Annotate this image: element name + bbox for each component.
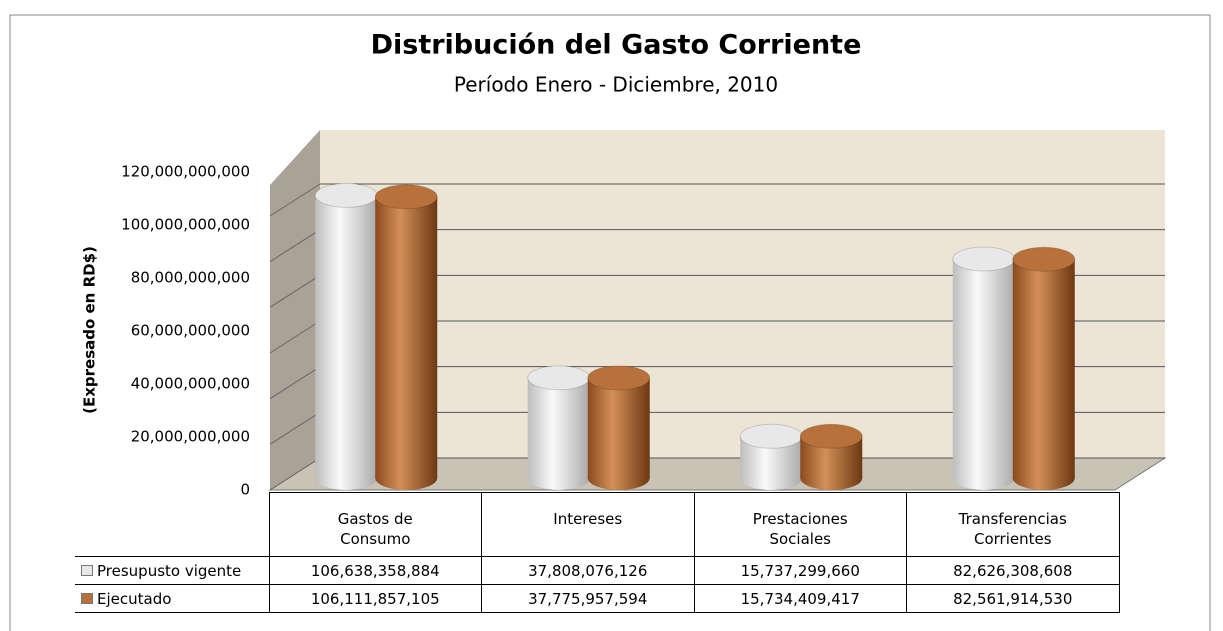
- data-table: Gastos de Consumo Intereses Prestaciones S…: [75, 492, 1120, 613]
- grid-line-side: [269, 411, 321, 445]
- category-cell: Intereses: [481, 492, 695, 557]
- bar: [952, 259, 1015, 478]
- y-tick-label: 120,000,000,000: [121, 163, 250, 181]
- bar-top: [739, 423, 803, 449]
- bar-top: [799, 423, 863, 449]
- chart-subtitle: Período Enero - Diciembre, 2010: [454, 73, 778, 97]
- bar-top: [314, 182, 378, 208]
- bar: [315, 195, 378, 478]
- x-tick-label: Transferencias Corrientes: [958, 510, 1067, 548]
- x-tick-label: Prestaciones Sociales: [752, 510, 848, 548]
- legend-cell: Presupusto vigente: [75, 556, 270, 585]
- y-tick-label: 100,000,000,000: [121, 216, 250, 234]
- bar-top: [587, 365, 651, 391]
- value-cell: 82,561,914,530: [906, 584, 1120, 613]
- bar: [1012, 259, 1075, 478]
- table-row: Ejecutado 106,111,857,105 37,775,957,594 15…: [75, 584, 1120, 613]
- grid-line-side: [269, 457, 321, 491]
- bar-top: [1012, 246, 1076, 272]
- table-row: Presupusto vigente 106,638,358,884 37,808,…: [75, 556, 1120, 585]
- bar: [527, 377, 590, 478]
- bar-top: [527, 365, 591, 391]
- x-tick-label: Intereses: [553, 510, 623, 528]
- value-cell: 15,734,409,417: [693, 584, 907, 613]
- corner: [75, 492, 270, 557]
- value-cell: 106,111,857,105: [268, 584, 482, 613]
- y-axis-label: (Expresado en RD$): [81, 246, 99, 414]
- legend-label: Presupusto vigente: [97, 561, 242, 580]
- legend-swatch: [81, 592, 93, 604]
- bar: [587, 377, 650, 478]
- y-tick-label: 0: [240, 481, 250, 499]
- y-tick-label: 20,000,000,000: [131, 428, 250, 446]
- grid-line-side: [269, 274, 321, 308]
- x-tick-label: Gastos de Consumo: [337, 510, 413, 548]
- side-wall: [270, 130, 320, 490]
- value-cell: 15,737,299,660: [693, 556, 907, 585]
- value-cell: 37,775,957,594: [481, 584, 695, 613]
- value-cell: 106,638,358,884: [268, 556, 482, 585]
- bar-top: [374, 184, 438, 210]
- chart-title: Distribución del Gasto Corriente: [371, 30, 862, 61]
- legend-label: Ejecutado: [97, 589, 172, 608]
- category-cell: Transferencias Corrientes: [906, 492, 1120, 557]
- y-tick-label: 80,000,000,000: [131, 269, 250, 287]
- bar: [375, 196, 438, 478]
- grid-line-side: [269, 229, 321, 263]
- bar-top: [952, 246, 1016, 272]
- y-tick-label: 60,000,000,000: [131, 322, 250, 340]
- table-header: Gastos de Consumo Intereses Prestaciones S…: [75, 492, 1120, 557]
- grid-line-side: [269, 183, 321, 217]
- grid-line-side: [269, 320, 321, 354]
- value-cell: 82,626,308,608: [906, 556, 1120, 585]
- category-cell: Prestaciones Sociales: [693, 492, 907, 557]
- category-cell: Gastos de Consumo: [268, 492, 482, 557]
- y-tick-label: 40,000,000,000: [131, 375, 250, 393]
- grid-line-side: [269, 366, 321, 400]
- value-cell: 37,808,076,126: [481, 556, 695, 585]
- legend-swatch: [81, 564, 93, 576]
- legend-cell: Ejecutado: [75, 584, 270, 613]
